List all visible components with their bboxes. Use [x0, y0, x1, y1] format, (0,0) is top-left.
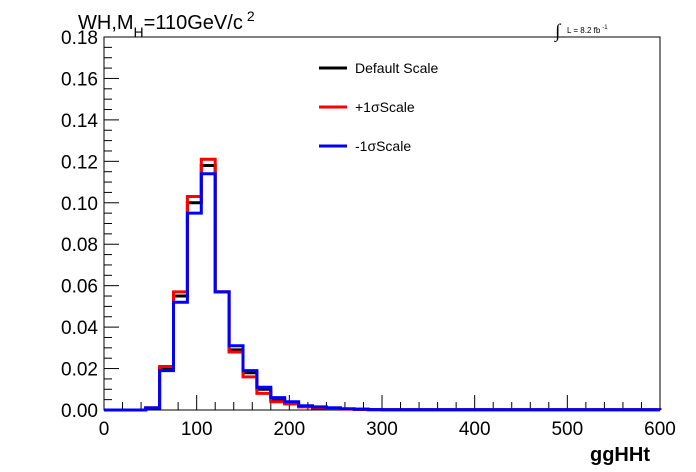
y-tick-label: 0.08 — [61, 235, 98, 256]
x-axis-label: ggHHt — [590, 444, 650, 466]
x-tick-label: 200 — [273, 419, 305, 440]
legend: Default Scale +1σScale -1σScale — [319, 60, 438, 154]
x-axis: 0 100 200 300 400 500 600 — [99, 395, 676, 440]
luminosity-integral: ∫ — [554, 21, 562, 43]
legend-label: +1σScale — [355, 99, 415, 115]
title-rest: =110GeV/c — [144, 12, 243, 34]
luminosity-value: L = 8.2 fb — [567, 26, 601, 35]
x-tick-label: 100 — [181, 419, 213, 440]
y-tick-label: 0.04 — [61, 318, 98, 339]
x-tick-label: 400 — [459, 419, 491, 440]
y-tick-label: 0.02 — [61, 360, 98, 381]
x-tick-label: 600 — [644, 419, 676, 440]
y-tick-label: 0.16 — [61, 69, 98, 90]
legend-label: Default Scale — [355, 60, 438, 76]
x-tick-label: 500 — [551, 419, 583, 440]
y-tick-label: 0.14 — [61, 111, 98, 132]
series-layer — [104, 157, 662, 412]
y-tick-label: 0.06 — [61, 277, 98, 298]
chart-title: WH,MH=110GeV/c 2 — [78, 8, 255, 40]
y-axis: 0.00 0.02 0.04 0.06 0.08 0.10 0.12 0.14 0.16 0.18 — [61, 28, 119, 422]
x-tick-label: 300 — [366, 419, 398, 440]
title-subscript: H — [134, 24, 144, 40]
legend-label: -1σScale — [355, 138, 411, 154]
luminosity-text: L = 8.2 fb -1 — [567, 25, 608, 35]
x-tick-label: 0 — [99, 419, 110, 440]
y-tick-label: 0.10 — [61, 194, 98, 215]
y-tick-label: 0.12 — [61, 152, 98, 173]
series-line-2 — [104, 172, 662, 412]
title-superscript: 2 — [247, 8, 255, 24]
title-main: WH,M — [78, 12, 134, 34]
y-tick-label: 0.18 — [61, 28, 98, 49]
luminosity-superscript: -1 — [602, 25, 608, 31]
y-tick-label: 0.00 — [61, 401, 98, 422]
